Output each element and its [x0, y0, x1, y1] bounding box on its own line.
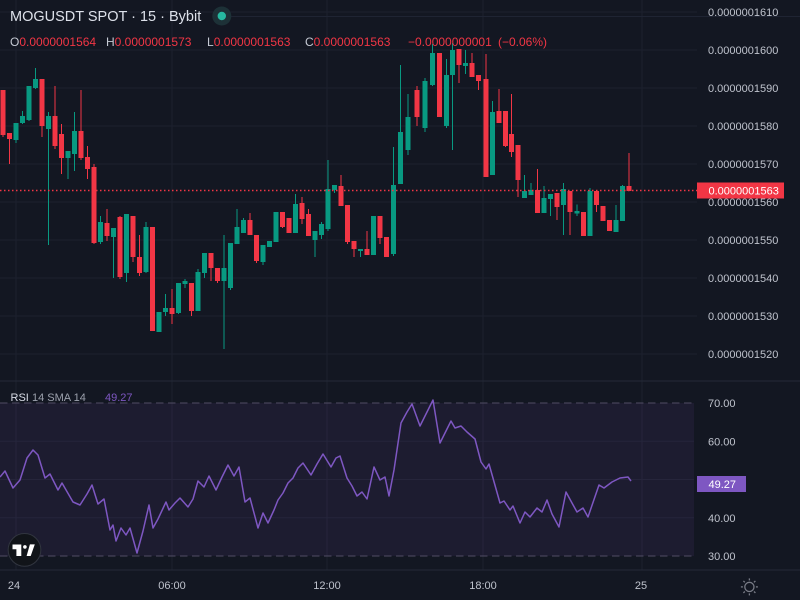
svg-text:60.00: 60.00: [708, 436, 736, 448]
svg-text:MOGUSDT SPOT · 15 · Bybit: MOGUSDT SPOT · 15 · Bybit: [10, 9, 201, 25]
svg-text:0.0000001610: 0.0000001610: [708, 7, 778, 19]
svg-text:C0.0000001563: C0.0000001563: [305, 35, 391, 49]
svg-text:0.0000001540: 0.0000001540: [708, 273, 778, 285]
svg-text:14 SMA 14: 14 SMA 14: [32, 392, 86, 404]
svg-text:0.0000001530: 0.0000001530: [708, 311, 778, 323]
svg-text:L0.0000001563: L0.0000001563: [207, 35, 291, 49]
svg-text:12:00: 12:00: [313, 580, 341, 592]
svg-text:49.27: 49.27: [709, 479, 737, 491]
svg-text:RSI: RSI: [11, 392, 29, 404]
svg-text:24: 24: [8, 580, 20, 592]
svg-text:O0.0000001564: O0.0000001564: [10, 35, 96, 49]
svg-text:−0.0000000001: −0.0000000001: [408, 35, 492, 49]
svg-text:25: 25: [635, 580, 647, 592]
svg-text:0.0000001600: 0.0000001600: [708, 45, 778, 57]
svg-text:(−0.06%): (−0.06%): [498, 35, 547, 49]
svg-text:0.0000001563: 0.0000001563: [709, 186, 779, 198]
svg-text:0.0000001570: 0.0000001570: [708, 159, 778, 171]
svg-text:0.0000001550: 0.0000001550: [708, 235, 778, 247]
svg-text:70.00: 70.00: [708, 398, 736, 410]
svg-text:18:00: 18:00: [469, 580, 497, 592]
svg-text:0.0000001590: 0.0000001590: [708, 83, 778, 95]
svg-text:H0.0000001573: H0.0000001573: [106, 35, 192, 49]
svg-text:0.0000001560: 0.0000001560: [708, 197, 778, 209]
svg-text:49.27: 49.27: [105, 392, 133, 404]
svg-text:06:00: 06:00: [158, 580, 186, 592]
svg-text:0.0000001580: 0.0000001580: [708, 121, 778, 133]
svg-text:30.00: 30.00: [708, 551, 736, 563]
svg-text:0.0000001520: 0.0000001520: [708, 349, 778, 361]
svg-text:40.00: 40.00: [708, 513, 736, 525]
